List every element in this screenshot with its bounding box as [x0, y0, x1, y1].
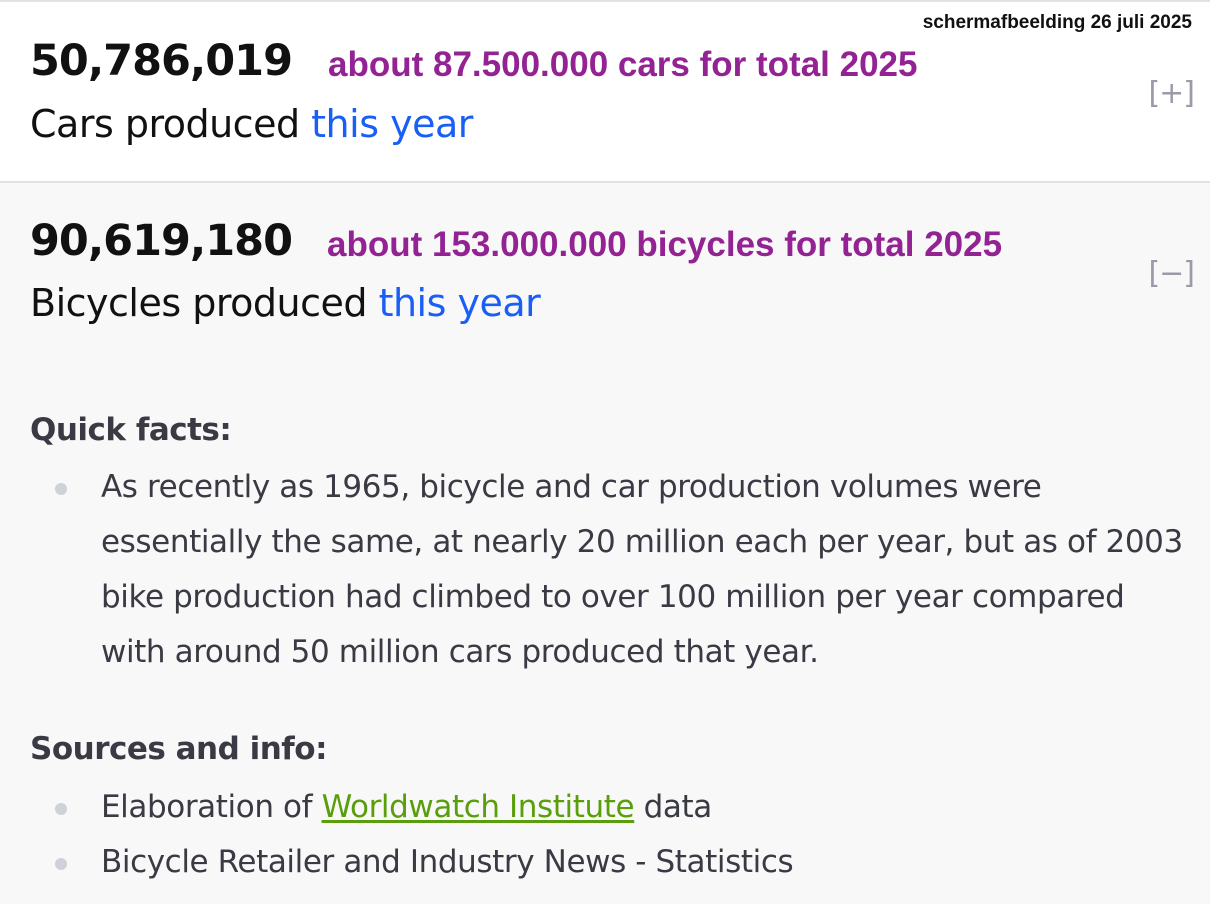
source-item: Bicycle Retailer and Industry News - Sta… — [0, 835, 794, 890]
bicycles-counter-value: 90,619,180 — [30, 216, 293, 266]
sources-list: Elaboration of Worldwatch Institute data… — [0, 780, 794, 890]
source-item: Elaboration of Worldwatch Institute data — [0, 780, 793, 835]
cars-total-estimate: about 87.500.000 cars for total 2025 — [328, 45, 918, 84]
bullet-dot-icon — [55, 803, 67, 815]
quick-facts-heading: Quick facts: — [30, 412, 232, 448]
source-text: Bicycle Retailer and Industry News - Sta… — [101, 844, 794, 880]
bicycles-counter-panel: 90,619,180 about 153.000.000 bicycles fo… — [0, 183, 1210, 904]
bullet-dot-icon — [55, 858, 67, 870]
cars-expand-toggle[interactable]: [+] — [1148, 76, 1195, 111]
quick-fact-item: As recently as 1965, bicycle and car pro… — [0, 460, 1191, 680]
bicycles-caption: Bicycles produced this year — [30, 281, 541, 325]
cars-this-year-link[interactable]: this year — [311, 102, 473, 146]
top-divider — [0, 0, 1210, 2]
quick-facts-list: As recently as 1965, bicycle and car pro… — [0, 460, 1191, 680]
source-prefix: Elaboration of — [101, 789, 322, 825]
cars-caption-text: Cars produced — [30, 102, 312, 146]
bicycles-this-year-link[interactable]: this year — [378, 281, 541, 325]
quick-fact-text: As recently as 1965, bicycle and car pro… — [101, 469, 1183, 670]
worldwatch-institute-link[interactable]: Worldwatch Institute — [321, 789, 635, 825]
cars-caption: Cars produced this year — [30, 102, 473, 146]
screenshot-date-label: schermafbeelding 26 juli 2025 — [922, 12, 1192, 33]
bicycles-caption-text: Bicycles produced — [30, 281, 379, 325]
cars-counter-value: 50,786,019 — [30, 36, 293, 86]
cars-counter-panel: schermafbeelding 26 juli 2025 50,786,019… — [0, 2, 1210, 183]
bullet-dot-icon — [55, 483, 67, 495]
source-suffix: data — [634, 789, 713, 825]
bicycles-total-estimate: about 153.000.000 bicycles for total 202… — [327, 225, 1003, 264]
sources-heading: Sources and info: — [30, 731, 327, 767]
bicycles-collapse-toggle[interactable]: [−] — [1148, 256, 1195, 291]
